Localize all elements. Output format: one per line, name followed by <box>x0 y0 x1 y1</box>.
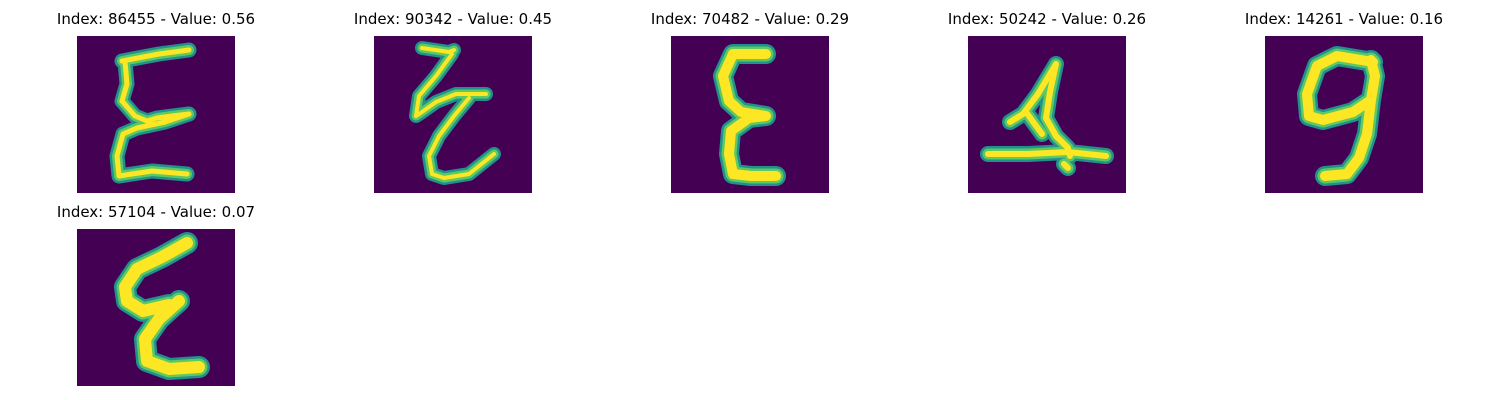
digit-image <box>77 36 235 193</box>
panel-title: Index: 50242 - Value: 0.26 <box>947 10 1147 28</box>
digit-image <box>77 229 235 386</box>
image-panel-3: Index: 70482 - Value: 0.29 <box>602 10 898 200</box>
digit-image <box>374 36 532 193</box>
image-panel-4: Index: 50242 - Value: 0.26 <box>899 10 1195 200</box>
digit-image <box>671 36 829 193</box>
digit-image <box>968 36 1126 193</box>
image-panel-2: Index: 90342 - Value: 0.45 <box>305 10 601 200</box>
panel-title: Index: 57104 - Value: 0.07 <box>56 203 256 221</box>
image-panel-1: Index: 86455 - Value: 0.56 <box>8 10 304 200</box>
digit-image <box>1265 36 1423 193</box>
panel-title: Index: 86455 - Value: 0.56 <box>56 10 256 28</box>
panel-title: Index: 90342 - Value: 0.45 <box>353 10 553 28</box>
image-panel-5: Index: 14261 - Value: 0.16 <box>1196 10 1492 200</box>
panel-title: Index: 70482 - Value: 0.29 <box>650 10 850 28</box>
panel-title: Index: 14261 - Value: 0.16 <box>1244 10 1444 28</box>
image-panel-6: Index: 57104 - Value: 0.07 <box>8 203 304 393</box>
